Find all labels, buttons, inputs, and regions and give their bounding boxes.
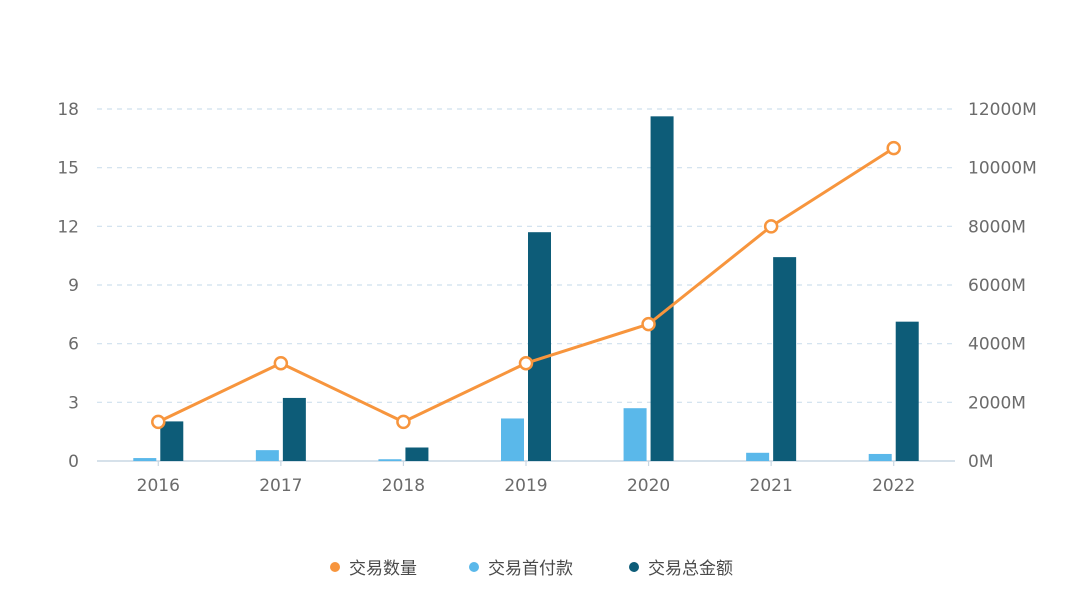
right-tick-label: 12000M	[968, 100, 1037, 120]
legend-label: 交易数量	[349, 559, 417, 579]
legend: 交易数量 交易首付款 交易总金额	[330, 559, 733, 579]
grid-lines	[97, 108, 955, 403]
x-axis: 2016 2017 2018 2019 2020 2021 2022	[97, 460, 955, 496]
right-tick-label: 8000M	[968, 217, 1026, 237]
right-tick-label: 10000M	[968, 159, 1037, 179]
trade-count-point	[763, 219, 779, 234]
bar-down-payment	[255, 450, 279, 461]
trade-count-point	[641, 316, 656, 332]
legend-marker	[629, 562, 639, 572]
x-tick-label: 2019	[504, 476, 547, 496]
left-tick-label: 0	[68, 452, 79, 472]
right-tick-label: 2000M	[968, 393, 1026, 413]
left-tick-label: 15	[57, 159, 79, 179]
legend-label: 交易首付款	[488, 559, 573, 579]
bar-total-amount	[773, 257, 797, 461]
right-tick-label: 4000M	[968, 335, 1026, 355]
left-tick-label: 12	[57, 217, 79, 237]
bar-down-payment	[501, 418, 524, 461]
bar-down-payment	[378, 459, 402, 461]
right-tick-label: 6000M	[968, 276, 1026, 296]
right-y-axis: 0M 2000M 4000M 6000M 8000M 10000M 12000M	[968, 100, 1037, 472]
left-tick-label: 3	[68, 393, 79, 413]
x-tick-label: 2020	[627, 476, 670, 496]
left-y-axis: 0 3 6 9 12 15 18	[57, 100, 79, 472]
legend-marker	[330, 562, 340, 572]
bar-total-amount	[282, 397, 306, 461]
right-tick-label: 0M	[968, 452, 993, 472]
bar-total-amount	[528, 232, 551, 461]
x-tick-label: 2018	[382, 476, 425, 496]
left-tick-label: 9	[68, 276, 79, 296]
bar-down-payment	[623, 408, 647, 461]
left-tick-label: 6	[68, 335, 79, 355]
trade-count-point	[518, 355, 534, 371]
trade-count-point	[886, 140, 901, 156]
trade-count-point	[151, 414, 166, 430]
legend-marker	[469, 562, 479, 572]
bar-total-amount	[650, 116, 674, 461]
left-tick-label: 18	[57, 100, 79, 120]
x-tick-label: 2021	[750, 476, 793, 496]
line-series	[151, 140, 901, 430]
x-tick-label: 2022	[872, 476, 915, 496]
bar-down-payment	[868, 453, 892, 461]
trade-count-point	[273, 355, 289, 371]
trade-count-point	[396, 414, 411, 430]
x-tick-label: 2017	[259, 476, 302, 496]
bar-total-amount	[405, 447, 429, 461]
x-tick-label: 2016	[137, 476, 180, 496]
bar-down-payment	[133, 458, 157, 461]
bar-down-payment	[746, 452, 770, 461]
legend-label: 交易总金额	[648, 559, 733, 579]
bar-total-amount	[160, 421, 184, 461]
bar-series	[133, 116, 919, 461]
bar-total-amount	[895, 321, 919, 461]
